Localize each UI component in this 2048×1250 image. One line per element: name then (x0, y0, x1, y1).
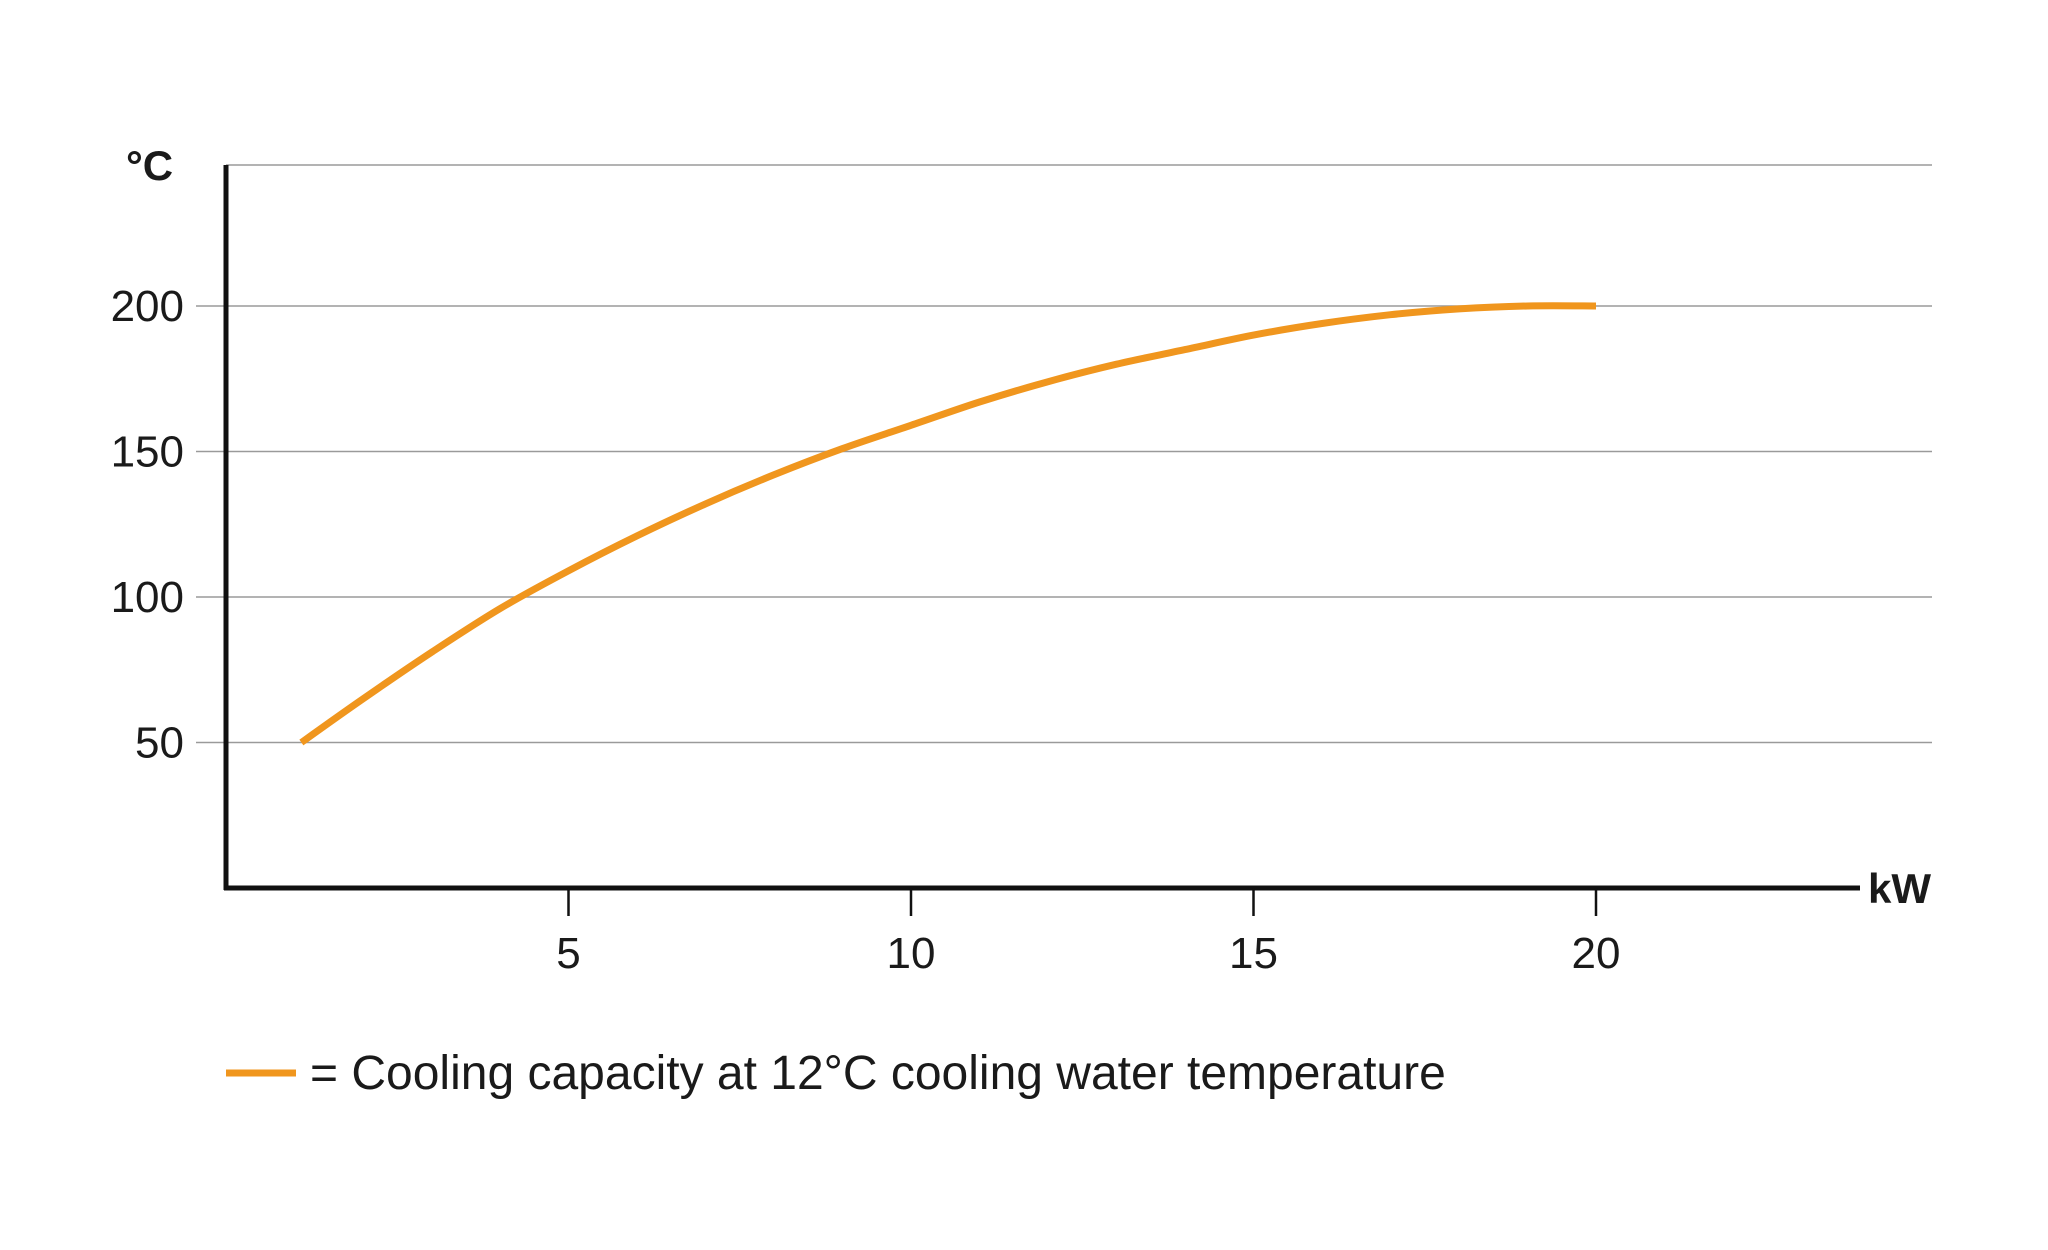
x-tick-label-15: 15 (1229, 929, 1278, 978)
x-axis-label: kW (1868, 865, 1931, 912)
gridlines (196, 164, 1932, 744)
legend-label-0: = Cooling capacity at 12°C cooling water… (310, 1047, 1446, 1100)
legend: = Cooling capacity at 12°C cooling water… (226, 1047, 1446, 1100)
series (299, 302, 1597, 746)
x-tick-label-10: 10 (887, 929, 936, 978)
axes (223, 165, 1860, 891)
y-tick-label-200: 200 (111, 282, 184, 331)
y-tick-label-50: 50 (135, 719, 184, 768)
x-tick-label-5: 5 (556, 929, 580, 978)
tick-marks (567, 888, 1598, 916)
y-tick-label-100: 100 (111, 573, 184, 622)
series-line-0 (299, 302, 1597, 746)
y-tick-label-150: 150 (111, 428, 184, 477)
y-axis-label: °C (126, 142, 173, 189)
x-tick-label-20: 20 (1572, 929, 1621, 978)
tick-labels: 5 10 15 20 50 100 150 200 °C kW (111, 142, 1932, 978)
